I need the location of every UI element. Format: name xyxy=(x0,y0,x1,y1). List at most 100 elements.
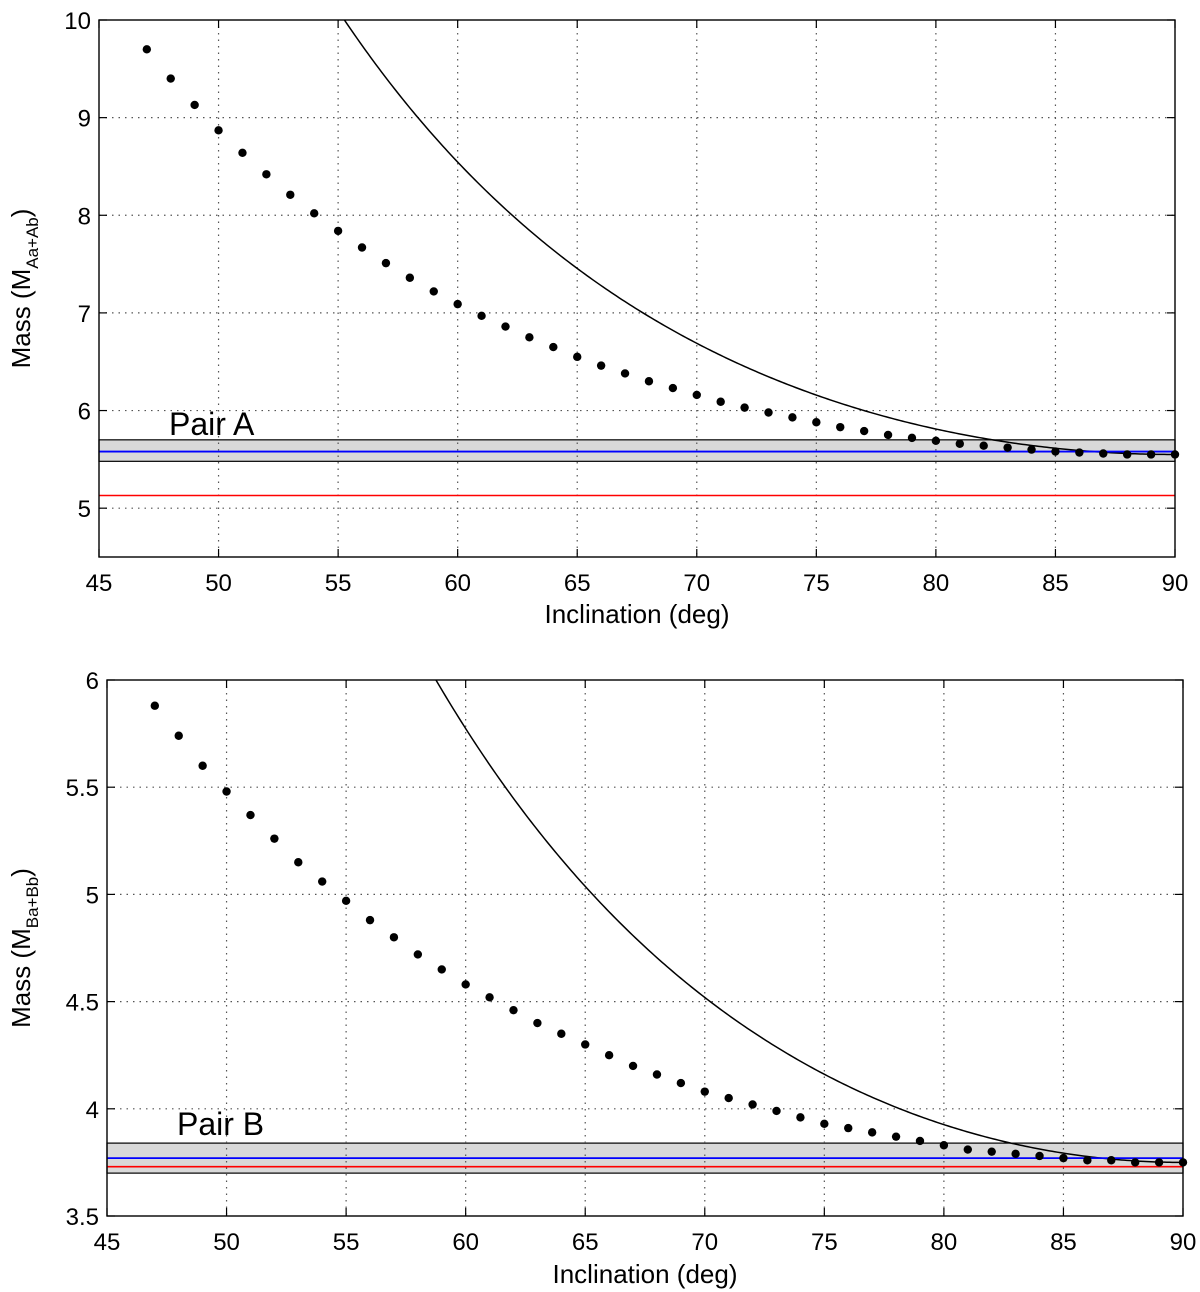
data-point xyxy=(270,834,279,843)
data-point xyxy=(142,45,152,54)
data-point xyxy=(867,1128,877,1137)
data-point xyxy=(939,1141,949,1150)
x-tick-label: 90 xyxy=(1170,1229,1197,1256)
y-tick-label: 6 xyxy=(78,399,91,426)
data-point xyxy=(357,243,367,252)
data-point xyxy=(222,787,231,796)
y-axis-label: Mass (MAa+Ab) xyxy=(6,209,42,369)
mass-curve-line xyxy=(435,680,1183,1164)
data-point xyxy=(1099,449,1108,458)
data-point xyxy=(1107,1156,1116,1165)
data-point xyxy=(772,1106,781,1116)
x-tick-label: 85 xyxy=(1042,570,1069,597)
x-tick-label: 70 xyxy=(691,1229,718,1256)
data-point xyxy=(341,896,351,906)
y-tick-label: 10 xyxy=(64,8,91,35)
data-point xyxy=(429,287,438,296)
x-tick-label: 45 xyxy=(94,1229,121,1256)
data-point xyxy=(931,436,941,446)
data-point xyxy=(525,333,534,342)
data-point xyxy=(907,433,917,443)
y-tick-label: 6 xyxy=(86,668,99,695)
chart-panel-1: 45 50 55 60 65 70 75 80 85 90 5 6 7 8 9 10 Inclination (… xyxy=(6,8,1188,629)
data-point xyxy=(166,74,175,83)
x-axis-label: Inclination (deg) xyxy=(545,599,730,629)
data-point xyxy=(413,950,423,959)
x-tick-label: 70 xyxy=(683,570,710,597)
data-point xyxy=(1051,447,1060,456)
x-tick-label: 75 xyxy=(811,1229,838,1256)
pair-label: Pair A xyxy=(169,406,255,442)
data-point xyxy=(1035,1151,1044,1161)
data-point xyxy=(405,273,415,282)
data-point xyxy=(700,1087,709,1096)
x-tick-label: 65 xyxy=(564,570,591,597)
data-point xyxy=(668,383,678,393)
data-point xyxy=(979,441,988,450)
data-point xyxy=(604,1051,614,1060)
data-point xyxy=(1075,448,1084,457)
y-tick-label: 4 xyxy=(86,1097,99,1124)
data-point xyxy=(437,965,446,974)
y-tick-label: 9 xyxy=(78,106,91,133)
x-tick-label: 55 xyxy=(333,1229,360,1256)
data-point xyxy=(620,369,630,378)
data-point xyxy=(573,352,582,362)
x-tick-label: 60 xyxy=(452,1229,479,1256)
data-point xyxy=(748,1100,757,1109)
data-point xyxy=(1083,1156,1092,1165)
x-tick-label: 75 xyxy=(803,570,830,597)
data-point xyxy=(844,1123,853,1133)
y-tick-label: 7 xyxy=(78,301,91,328)
data-point xyxy=(286,190,295,199)
x-tick-label: 55 xyxy=(325,570,352,597)
data-point xyxy=(891,1132,901,1141)
x-tick-label: 85 xyxy=(1050,1229,1077,1256)
data-point xyxy=(812,418,821,427)
y-tick-label: 4.5 xyxy=(66,990,99,1017)
data-point xyxy=(214,126,223,135)
data-point xyxy=(485,993,494,1002)
data-point xyxy=(581,1040,590,1049)
data-point xyxy=(461,980,470,989)
data-point xyxy=(453,299,462,309)
data-point xyxy=(381,258,391,268)
data-point xyxy=(764,408,773,417)
x-tick-label: 50 xyxy=(205,570,232,597)
data-point xyxy=(549,342,558,352)
data-point xyxy=(238,148,247,157)
y-tick-label: 5 xyxy=(86,882,99,909)
data-point xyxy=(740,403,749,412)
plot-frame xyxy=(106,679,1184,1217)
data-point xyxy=(1059,1153,1068,1163)
data-point xyxy=(644,377,654,386)
data-point xyxy=(533,1018,542,1028)
plot-frame xyxy=(98,19,1176,558)
data-point xyxy=(509,1005,518,1015)
chart-panel-2: 45 50 55 60 65 70 75 80 85 90 3.5 4 4.5 5 5.5 6 Inclinat… xyxy=(6,668,1197,1289)
data-point xyxy=(262,170,271,179)
data-point xyxy=(716,397,725,406)
x-tick-label: 65 xyxy=(572,1229,599,1256)
data-point xyxy=(174,731,183,740)
data-point xyxy=(198,761,207,770)
data-point xyxy=(246,810,255,820)
data-point xyxy=(1154,1158,1164,1167)
data-point xyxy=(318,877,327,886)
data-point xyxy=(1122,450,1132,459)
data-point xyxy=(389,933,399,942)
data-point xyxy=(676,1078,686,1088)
y-tick-label: 8 xyxy=(78,203,91,230)
data-point xyxy=(796,1113,805,1122)
data-point xyxy=(190,100,199,110)
x-tick-label: 80 xyxy=(923,570,950,597)
data-point xyxy=(477,311,486,321)
data-point xyxy=(859,426,869,436)
x-tick-label: 45 xyxy=(86,570,113,597)
x-axis-label: Inclination (deg) xyxy=(553,1259,738,1289)
data-point xyxy=(963,1145,972,1154)
data-point xyxy=(150,701,160,710)
data-point xyxy=(365,915,375,925)
data-point xyxy=(955,439,964,448)
